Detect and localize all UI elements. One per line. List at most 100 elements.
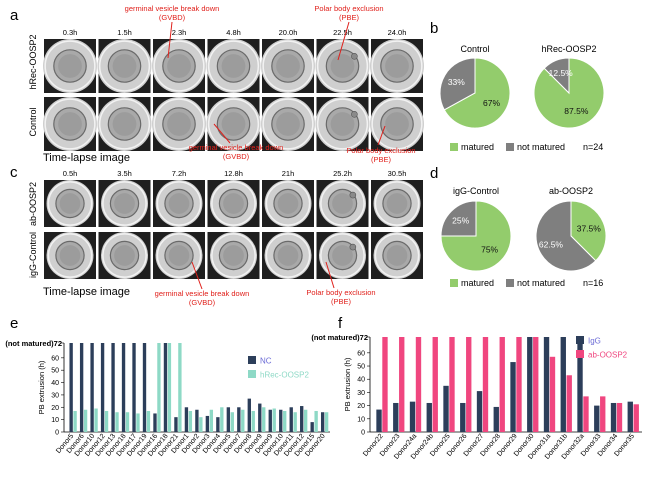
legend-matured-d: matured (461, 278, 494, 288)
ooplasm (59, 245, 81, 266)
bar-nc (184, 407, 189, 432)
legend-swatch-not-matured-b (506, 143, 514, 151)
bar-igg (476, 391, 483, 432)
pie-slice-matured (440, 200, 512, 272)
y-tick-label-top: (not matured)72 (5, 339, 62, 348)
pie-label-not-matured: 33% (448, 77, 465, 87)
bar-hrec-oosp2 (283, 410, 287, 432)
well-rim (374, 233, 420, 278)
gvbd-annotation-control-abbr: (GVBD) (223, 152, 250, 161)
timepoint-label: 0.5h (63, 169, 78, 178)
row-label-igg-control: igG-Control (28, 232, 38, 278)
y-tick-label: 10 (357, 416, 365, 423)
well-rim (316, 40, 369, 92)
bar-hrec-oosp2 (272, 408, 276, 432)
gvbd-annotation-a: germinal vesicle break down (125, 4, 220, 13)
well-rim (102, 181, 147, 226)
bar-hrec-oosp2 (157, 343, 161, 432)
bar-ab-oosp2 (583, 396, 589, 432)
bar-igg (376, 409, 382, 432)
panel-c: 0.5h 3.5h 7.2h 12.8h 21h 25.2h 30.5h ab-OOSP2 … (28, 169, 423, 307)
panel-letter-d: d (430, 165, 438, 182)
gvbd-annotation-c: germinal vesicle break down (155, 289, 250, 298)
y-tick-label: 20 (51, 405, 59, 412)
bar-nc (90, 343, 94, 432)
pbe-annotation-control: Polar body exclusion (346, 146, 415, 155)
polar-body (349, 191, 357, 199)
ooplasm (332, 193, 353, 214)
legend-swatch (248, 370, 256, 378)
pie-label-matured: 87.5% (564, 106, 589, 116)
microscopy-tiles-c (44, 180, 423, 279)
ooplasm (221, 54, 246, 78)
ooplasm (385, 112, 409, 136)
pie-label-matured: 75% (481, 245, 498, 255)
bar-nc (268, 409, 272, 432)
bar-igg (393, 402, 399, 432)
bar-nc (205, 415, 210, 432)
ooplasm (332, 245, 353, 266)
pie-label-matured: 67% (483, 98, 500, 108)
timepoint-label: 25.2h (333, 169, 352, 178)
pbe-arrow-c (325, 261, 335, 289)
pie-slice-not-matured (543, 57, 570, 95)
bar-hrec-oosp2 (199, 417, 203, 432)
bar-hrec-oosp2 (262, 407, 266, 432)
gvbd-arrow-control (213, 123, 231, 144)
pbe-annotation-c: Polar body exclusion (306, 288, 375, 297)
gvbd-arrow-c (191, 261, 203, 290)
timepoint-label: 7.2h (172, 169, 187, 178)
well-rim (265, 233, 311, 278)
bar-igg (527, 337, 533, 432)
well-rim (156, 181, 202, 226)
bar-chart-f: 0 10 20 30 40 50 60 (not matured)72 PB extrusion… (311, 333, 642, 461)
well-rim (47, 233, 93, 278)
pie-slice-not-matured (440, 200, 477, 237)
gvbd-annotation-a-abbr: (GVBD) (159, 13, 186, 22)
well-rim (371, 40, 423, 92)
legend-swatch-matured-d (450, 279, 458, 287)
panel-letter-c: c (10, 164, 18, 181)
y-tick-label: 50 (357, 364, 365, 371)
polar-body (349, 243, 357, 251)
well-rim (211, 181, 256, 226)
bar-nc (132, 343, 136, 432)
pie-label-not-matured: 12.5% (549, 68, 574, 78)
pie-label-matured: 37.5% (577, 224, 602, 234)
bar-hrec-oosp2 (324, 412, 329, 432)
bar-hrec-oosp2 (293, 412, 297, 432)
legend-label: hRec-OOSP2 (260, 371, 309, 380)
timepoint-label: 1.5h (117, 28, 132, 37)
timepoint-label: 3.5h (117, 169, 132, 178)
ooplasm (277, 245, 299, 266)
bar-igg (409, 401, 416, 432)
pbe-arrow-a (337, 21, 350, 61)
well-rim (44, 98, 96, 150)
pie-chart-ab-oosp2: 62.5% 37.5% (535, 200, 607, 272)
bar-nc (258, 403, 262, 432)
y-tick-label: 0 (55, 430, 59, 437)
bar-nc (216, 417, 220, 432)
bar-hrec-oosp2 (220, 407, 224, 432)
row-label-hrec: hRec-OOSP2 (28, 34, 38, 89)
pbe-arrow-control (377, 125, 386, 146)
timepoint-label: 0.3h (63, 28, 78, 37)
ooplasm (114, 245, 135, 266)
gvbd-annotation-control: germinal vesicle break down (189, 143, 284, 152)
ooplasm (277, 193, 299, 214)
well-rim (207, 40, 260, 92)
bar-nc (142, 343, 147, 432)
bar-hrec-oosp2 (115, 412, 119, 432)
ooplasm (330, 112, 355, 136)
panel-letter-a: a (10, 7, 19, 24)
ooplasm (276, 54, 300, 78)
legend-label: IgG (588, 337, 601, 346)
pie-slice-matured (570, 200, 607, 262)
well-rim (320, 233, 365, 278)
timepoint-label: 4.8h (226, 28, 241, 37)
timepoint-label: 30.5h (388, 169, 407, 178)
ooplasm (167, 54, 191, 78)
bar-hrec-oosp2 (125, 412, 130, 432)
well-rim (265, 181, 311, 226)
ooplasm (330, 54, 355, 78)
